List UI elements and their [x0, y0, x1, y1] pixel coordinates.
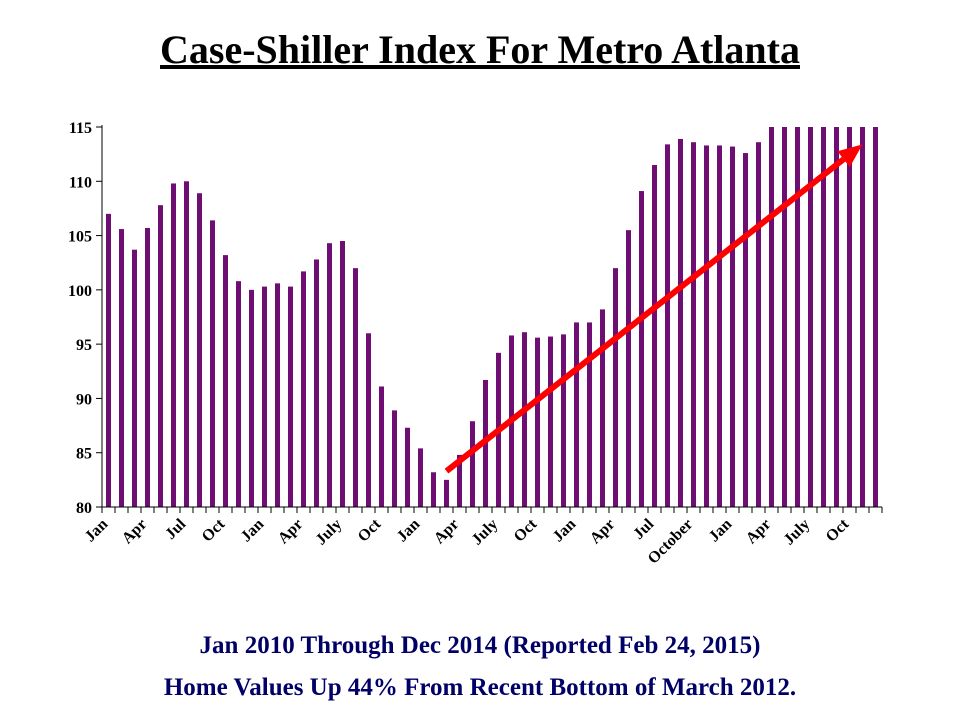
- caption-date-range: Jan 2010 Through Dec 2014 (Reported Feb …: [199, 632, 761, 659]
- x-tick-label: Apr: [431, 516, 463, 548]
- bar: [314, 259, 319, 507]
- bar: [106, 213, 111, 507]
- x-tick-label: Jan: [394, 516, 424, 546]
- bar: [769, 127, 774, 507]
- bar: [327, 243, 332, 507]
- x-tick-label: Jan: [82, 516, 112, 546]
- bar: [457, 454, 462, 507]
- bar: [158, 205, 163, 507]
- x-tick-label: Apr: [119, 516, 151, 548]
- trend-arrow: [444, 144, 863, 474]
- bar: [730, 146, 735, 508]
- bar: [782, 127, 787, 507]
- y-tick-label: 85: [76, 446, 92, 463]
- x-tick-label: Apr: [743, 516, 775, 548]
- x-tick-label: Oct: [355, 515, 385, 545]
- bar: [301, 271, 306, 507]
- x-tick-label: July: [469, 516, 502, 549]
- bar: [860, 127, 865, 507]
- x-tick-label: July: [313, 516, 346, 549]
- bar: [743, 153, 748, 508]
- bar: [873, 127, 878, 507]
- bar: [587, 322, 592, 507]
- bar: [197, 193, 202, 507]
- chart-title: Case-Shiller Index For Metro Atlanta: [160, 27, 800, 72]
- x-tick-label: Jan: [238, 516, 268, 546]
- bar: [548, 336, 553, 507]
- bar: [834, 127, 839, 507]
- x-tick-label: Oct: [199, 515, 229, 545]
- bar: [444, 479, 449, 507]
- x-tick-label: Apr: [587, 516, 619, 548]
- bar: [470, 421, 475, 507]
- y-tick-label: 95: [76, 337, 92, 354]
- caption-summary: Home Values Up 44% From Recent Bottom of…: [163, 674, 797, 701]
- x-tick-label: Jan: [706, 516, 736, 546]
- y-tick-label: 90: [76, 391, 92, 408]
- bar: [340, 241, 345, 507]
- bar: [639, 191, 644, 508]
- x-tick-label: Jan: [550, 516, 580, 546]
- x-tick-label: Apr: [275, 516, 307, 548]
- bar: [418, 448, 423, 507]
- bar: [847, 127, 852, 507]
- x-tick-label: Jul: [162, 515, 190, 543]
- x-tick-label: Oct: [511, 515, 541, 545]
- bar: [691, 142, 696, 507]
- bar: [808, 127, 813, 507]
- bar: [236, 281, 241, 507]
- bar: [431, 472, 436, 507]
- bar: [574, 322, 579, 507]
- y-tick-label: 105: [68, 229, 92, 246]
- bar: [288, 286, 293, 507]
- bar: [704, 145, 709, 507]
- bar: [613, 268, 618, 507]
- trend-arrow-head: [837, 144, 863, 168]
- bar: [678, 138, 683, 507]
- bar: [561, 334, 566, 507]
- bar: [665, 144, 670, 507]
- x-axis: Jan Apr Jul Oct Jan Apr July Oct Jan Apr July Oct Ja…: [82, 506, 883, 567]
- bar: [600, 309, 605, 507]
- bar: [210, 220, 215, 507]
- bar: [223, 255, 228, 507]
- bar: [145, 227, 150, 507]
- bar: [379, 386, 384, 507]
- bar: [821, 127, 826, 507]
- bar: [535, 337, 540, 507]
- bars: [106, 127, 878, 508]
- x-tick-label: July: [781, 516, 814, 549]
- bar: [366, 333, 371, 507]
- bar: [522, 332, 527, 507]
- y-axis: 80 85 90 95 100 105 110 115: [68, 120, 103, 517]
- y-tick-label: 110: [69, 174, 92, 191]
- y-tick-label: 115: [69, 120, 92, 137]
- bar: [353, 268, 358, 507]
- bar: [652, 165, 657, 507]
- bar: [392, 410, 397, 507]
- bar: [717, 145, 722, 507]
- bar: [171, 183, 176, 507]
- y-tick-label: 80: [76, 500, 92, 517]
- bar: [626, 230, 631, 507]
- bar: [795, 127, 800, 507]
- bar: [262, 286, 267, 507]
- trend-arrow-shaft: [444, 156, 846, 474]
- bar: [756, 142, 761, 507]
- bar: [132, 249, 137, 507]
- bar: [184, 181, 189, 508]
- bar: [275, 283, 280, 507]
- x-tick-label: Oct: [823, 515, 853, 545]
- bar: [119, 229, 124, 508]
- bar: [405, 427, 410, 507]
- bar: [249, 289, 254, 507]
- x-tick-label: Jul: [630, 515, 658, 543]
- y-tick-label: 100: [68, 283, 92, 300]
